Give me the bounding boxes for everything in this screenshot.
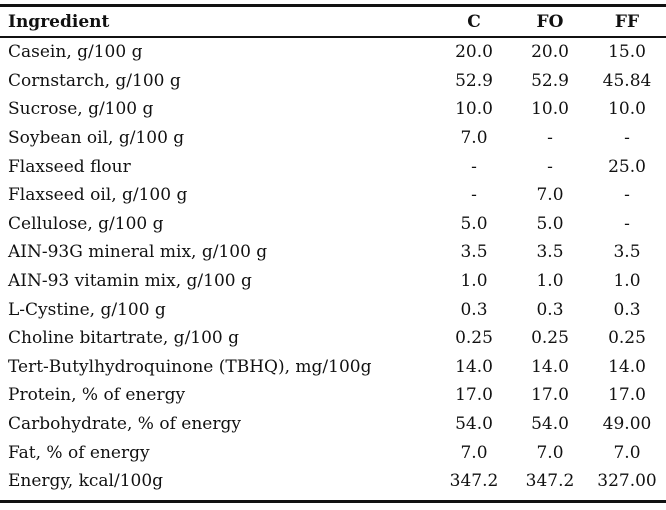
cell-ingredient: Tert-Butylhydroquinone (TBHQ), mg/100g [8, 356, 372, 377]
cell-fo: 52.9 [531, 70, 569, 91]
cell-fo: 14.0 [531, 356, 569, 377]
ingredient-table: Ingredient C FO FF Casein, g/100 g 20.0 20… [0, 7, 666, 496]
cell-fo: 7.0 [536, 185, 564, 206]
cell-ff: 14.0 [608, 356, 646, 377]
cell-ff: 0.25 [608, 328, 646, 349]
cell-ingredient: Choline bitartrate, g/100 g [8, 328, 240, 349]
header-fo: FO [536, 11, 564, 32]
cell-ff: - [624, 128, 630, 149]
cell-ff: 3.5 [613, 242, 641, 263]
cell-ff: 15.0 [608, 42, 646, 63]
cell-c: 7.0 [460, 128, 488, 149]
top-rule [0, 4, 666, 7]
table-row: Casein, g/100 g 20.0 20.0 15.0 [0, 36, 666, 67]
table-row: Tert-Butylhydroquinone (TBHQ), mg/100g 14… [0, 353, 666, 382]
cell-ingredient: L-Cystine, g/100 g [8, 299, 166, 320]
cell-fo: 54.0 [531, 414, 569, 435]
cell-ingredient: Sucrose, g/100 g [8, 99, 154, 120]
cell-c: - [471, 156, 477, 177]
bottom-rule [0, 500, 666, 503]
cell-ff: 17.0 [608, 385, 646, 406]
cell-fo: 10.0 [531, 99, 569, 120]
cell-c: 52.9 [455, 70, 493, 91]
cell-fo: 0.3 [536, 299, 564, 320]
cell-ingredient: Carbohydrate, % of energy [8, 414, 241, 435]
cell-ingredient: Protein, % of energy [8, 385, 186, 406]
table-row: AIN-93 vitamin mix, g/100 g 1.0 1.0 1.0 [0, 267, 666, 296]
table-row: Choline bitartrate, g/100 g 0.25 0.25 0.25 [0, 324, 666, 353]
cell-fo: 5.0 [536, 213, 564, 234]
table-header: Ingredient C FO FF [0, 7, 666, 36]
cell-ff: 45.84 [602, 70, 652, 91]
cell-ingredient: Fat, % of energy [8, 442, 150, 463]
cell-c: 17.0 [455, 385, 493, 406]
cell-ff: 10.0 [608, 99, 646, 120]
header-ingredient: Ingredient [8, 11, 110, 32]
cell-ff: 49.00 [602, 414, 652, 435]
cell-ingredient: Soybean oil, g/100 g [8, 128, 185, 149]
header-row: Ingredient C FO FF [0, 7, 666, 36]
cell-fo: 20.0 [531, 42, 569, 63]
cell-c: 14.0 [455, 356, 493, 377]
cell-ff: 25.0 [608, 156, 646, 177]
cell-ff: 1.0 [613, 271, 641, 292]
cell-c: 5.0 [460, 213, 488, 234]
cell-ff: - [624, 213, 630, 234]
cell-ff: 327.00 [597, 471, 657, 492]
cell-ingredient: Casein, g/100 g [8, 42, 143, 63]
cell-ingredient: AIN-93G mineral mix, g/100 g [8, 242, 268, 263]
header-rule [0, 36, 666, 38]
cell-fo: 7.0 [536, 442, 564, 463]
cell-c: 7.0 [460, 442, 488, 463]
table-row: Energy, kcal/100g 347.2 347.2 327.00 [0, 467, 666, 496]
cell-ingredient: Cornstarch, g/100 g [8, 70, 181, 91]
cell-ingredient: Cellulose, g/100 g [8, 213, 164, 234]
table-row: Flaxseed oil, g/100 g - 7.0 - [0, 181, 666, 210]
cell-c: - [471, 185, 477, 206]
table-row: Carbohydrate, % of energy 54.0 54.0 49.00 [0, 410, 666, 439]
cell-ingredient: Flaxseed flour [8, 156, 131, 177]
cell-fo: - [547, 128, 553, 149]
cell-ff: 0.3 [613, 299, 641, 320]
table-row: Protein, % of energy 17.0 17.0 17.0 [0, 381, 666, 410]
table-row: Cellulose, g/100 g 5.0 5.0 - [0, 210, 666, 239]
cell-ingredient: Energy, kcal/100g [8, 471, 164, 492]
table-row: Sucrose, g/100 g 10.0 10.0 10.0 [0, 95, 666, 124]
header-ff: FF [614, 11, 640, 32]
cell-ingredient: AIN-93 vitamin mix, g/100 g [8, 271, 252, 292]
header-c: C [467, 11, 481, 32]
cell-c: 20.0 [455, 42, 493, 63]
cell-ff: - [624, 185, 630, 206]
cell-fo: 1.0 [536, 271, 564, 292]
cell-fo: 17.0 [531, 385, 569, 406]
cell-ingredient: Flaxseed oil, g/100 g [8, 185, 188, 206]
cell-fo: 0.25 [531, 328, 569, 349]
table-row: Cornstarch, g/100 g 52.9 52.9 45.84 [0, 67, 666, 96]
table-row: L-Cystine, g/100 g 0.3 0.3 0.3 [0, 295, 666, 324]
table-row: AIN-93G mineral mix, g/100 g 3.5 3.5 3.5 [0, 238, 666, 267]
table-body: Casein, g/100 g 20.0 20.0 15.0 Cornstarch, g… [0, 36, 666, 496]
cell-fo: 3.5 [536, 242, 564, 263]
cell-c: 54.0 [455, 414, 493, 435]
table-row: Flaxseed flour - - 25.0 [0, 152, 666, 181]
table-row: Fat, % of energy 7.0 7.0 7.0 [0, 438, 666, 467]
cell-c: 0.25 [455, 328, 493, 349]
cell-c: 10.0 [455, 99, 493, 120]
cell-c: 347.2 [449, 471, 499, 492]
cell-c: 0.3 [460, 299, 488, 320]
cell-ff: 7.0 [613, 442, 641, 463]
cell-fo: 347.2 [525, 471, 575, 492]
cell-c: 1.0 [460, 271, 488, 292]
cell-c: 3.5 [460, 242, 488, 263]
cell-fo: - [547, 156, 553, 177]
table-row: Soybean oil, g/100 g 7.0 - - [0, 124, 666, 153]
